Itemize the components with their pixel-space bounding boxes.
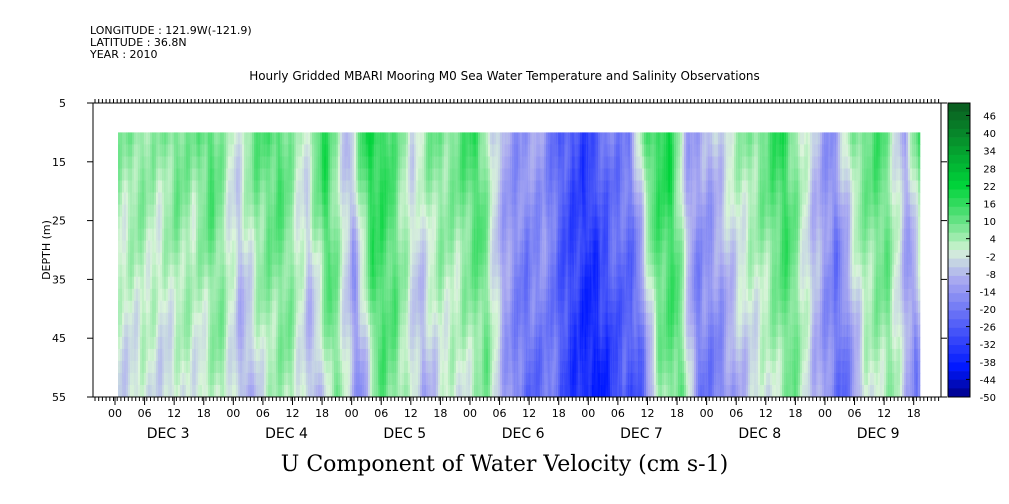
plot-title: Hourly Gridded MBARI Mooring M0 Sea Wate…: [249, 69, 760, 83]
longitude-label: LONGITUDE : 121.9W(-121.9): [90, 24, 252, 37]
latitude-label: LATITUDE : 36.8N: [90, 36, 187, 49]
year-label: YEAR : 2010: [90, 48, 158, 61]
